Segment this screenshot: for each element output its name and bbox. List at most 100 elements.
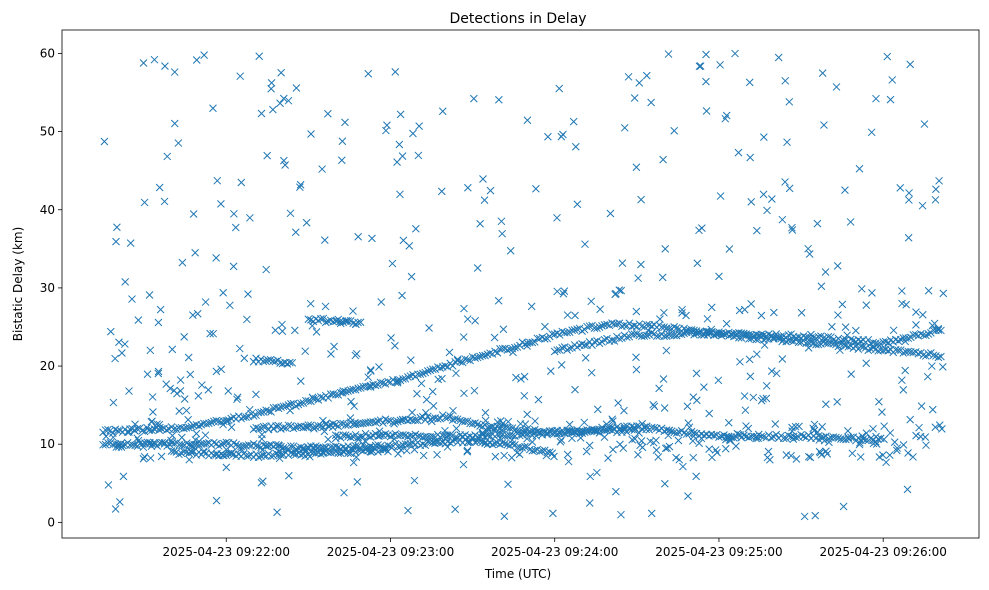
data-point — [716, 60, 724, 69]
data-point — [449, 406, 457, 415]
data-point — [883, 52, 892, 61]
data-point — [222, 445, 231, 454]
data-point — [928, 321, 937, 330]
data-point — [757, 330, 766, 339]
data-point — [421, 408, 430, 417]
data-point — [549, 509, 557, 518]
data-point — [193, 309, 202, 318]
data-point — [834, 434, 843, 442]
data-point — [741, 406, 750, 415]
data-point — [291, 228, 300, 237]
data-point — [411, 416, 420, 425]
data-point — [146, 346, 155, 355]
data-point — [387, 334, 395, 342]
data-point — [202, 419, 211, 428]
data-point — [602, 420, 611, 429]
data-point — [366, 367, 375, 375]
data-point — [672, 453, 680, 462]
data-point — [200, 51, 208, 60]
data-point — [283, 446, 292, 454]
data-point — [740, 392, 749, 400]
data-point — [453, 415, 462, 424]
data-point — [448, 437, 457, 445]
data-point — [915, 423, 923, 432]
data-point — [614, 399, 623, 407]
data-point — [906, 415, 915, 424]
data-point — [217, 200, 225, 208]
data-point — [481, 416, 490, 425]
data-point — [919, 351, 928, 359]
y-tick-label: 20 — [40, 359, 55, 373]
data-point — [131, 420, 139, 429]
data-point — [722, 111, 731, 120]
data-point — [393, 377, 402, 386]
data-point — [339, 447, 348, 456]
data-point — [275, 454, 284, 463]
data-point — [426, 366, 435, 375]
data-point — [938, 424, 946, 433]
data-point — [176, 376, 185, 384]
data-point — [824, 435, 833, 443]
data-point — [498, 344, 507, 353]
data-point — [338, 137, 347, 146]
data-point — [381, 415, 390, 424]
data-point — [689, 432, 698, 441]
data-point — [178, 441, 186, 449]
data-point — [550, 452, 558, 461]
data-point — [155, 183, 164, 192]
data-point — [695, 439, 703, 448]
data-point — [747, 198, 756, 206]
data-point — [174, 139, 183, 147]
data-point — [254, 424, 263, 433]
data-point — [140, 452, 149, 461]
data-point — [523, 116, 532, 125]
data-point — [844, 435, 853, 443]
data-point — [258, 430, 266, 439]
data-point — [577, 428, 586, 437]
data-point — [912, 308, 920, 316]
data-point — [543, 430, 552, 439]
data-point — [421, 441, 430, 450]
data-point — [154, 318, 163, 327]
data-point — [593, 324, 601, 333]
data-point — [938, 363, 947, 371]
y-axis-ticks: 0 10 20 30 40 50 60 — [40, 46, 62, 529]
data-point — [540, 335, 549, 343]
data-point — [661, 444, 670, 453]
data-point — [739, 431, 748, 440]
data-point — [458, 358, 467, 367]
data-point — [855, 440, 864, 449]
data-point — [623, 333, 631, 342]
data-point — [396, 190, 404, 199]
data-point — [481, 439, 490, 448]
data-point — [630, 330, 639, 339]
data-point — [356, 384, 365, 392]
data-point — [702, 50, 710, 59]
data-point — [433, 450, 441, 459]
data-point — [470, 386, 479, 395]
data-point — [897, 376, 906, 385]
data-point — [523, 342, 531, 350]
data-point — [494, 95, 503, 104]
data-point — [563, 328, 572, 337]
data-point — [825, 438, 833, 447]
data-point — [689, 453, 698, 462]
data-point — [697, 434, 706, 443]
data-point — [128, 441, 137, 449]
data-point — [309, 445, 318, 453]
data-point — [813, 219, 822, 228]
data-point — [817, 282, 826, 291]
data-point — [585, 441, 594, 450]
data-point — [109, 433, 118, 442]
data-point — [308, 321, 317, 330]
data-point — [677, 330, 686, 339]
data-point — [341, 118, 349, 127]
data-point — [180, 424, 188, 433]
data-point — [630, 426, 639, 434]
data-point — [377, 298, 386, 306]
data-point — [411, 430, 420, 439]
data-point — [262, 406, 270, 415]
data-point — [697, 330, 706, 339]
data-point — [219, 288, 228, 297]
data-point — [759, 432, 768, 441]
